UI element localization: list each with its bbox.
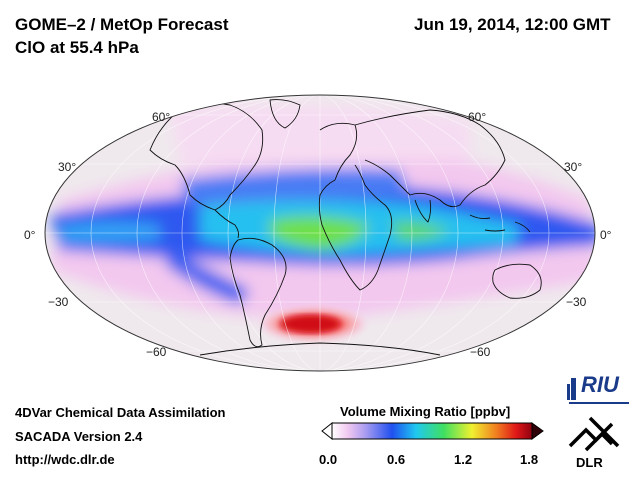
- title-line1: GOME–2 / MetOp Forecast: [15, 15, 229, 34]
- date-label: Jun 19, 2014, 12:00 GMT: [414, 15, 611, 34]
- colorbar-right-arrow: [531, 422, 544, 440]
- lat-label-right-m30: −30: [566, 295, 587, 309]
- lat-label-left-m30: −30: [48, 295, 69, 309]
- colorbar-gradient: [331, 422, 533, 440]
- lat-label-right-60: 60°: [468, 110, 487, 124]
- lat-label-left-m60: −60: [146, 345, 167, 359]
- coastlines: [149, 99, 542, 356]
- lat-label-right-m60: −60: [470, 345, 491, 359]
- riu-logo-text: RIU: [581, 372, 619, 397]
- colorbar-title: Volume Mixing Ratio [ppbv]: [340, 404, 511, 419]
- dlr-logo-text: DLR: [576, 455, 603, 470]
- riu-logo-icon: [567, 378, 629, 404]
- colorbar-tick-2: 1.2: [454, 452, 473, 467]
- clo-field: [50, 104, 595, 320]
- lat-label-right-0: 0°: [600, 228, 612, 242]
- colorbar-tick-3: 1.8: [520, 452, 539, 467]
- colorbar-left-arrow: [321, 421, 333, 441]
- colorbar-tick-0: 0.0: [319, 452, 338, 467]
- lat-label-left-60: 60°: [152, 110, 171, 124]
- graticule: [45, 95, 595, 371]
- globe-outline: [44, 94, 596, 372]
- colorbar-tick-1: 0.6: [387, 452, 406, 467]
- footer-line2: SACADA Version 2.4: [15, 429, 143, 444]
- footer-url-link[interactable]: http://wdc.dlr.de: [15, 452, 115, 467]
- title-line2: ClO at 55.4 hPa: [15, 38, 139, 57]
- lat-label-right-30: 30°: [564, 160, 583, 174]
- lat-label-left-0: 0°: [24, 228, 36, 242]
- globe: [45, 95, 595, 371]
- lat-label-left-30: 30°: [58, 160, 77, 174]
- footer-line1: 4DVar Chemical Data Assimilation: [15, 405, 226, 420]
- dlr-logo-icon: [568, 416, 620, 452]
- colorbar: [321, 421, 544, 441]
